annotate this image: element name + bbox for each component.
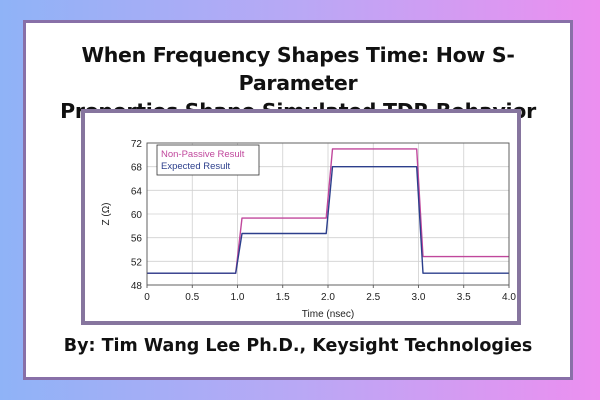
y-tick-label: 64	[131, 186, 143, 197]
y-tick-label: 52	[131, 257, 143, 268]
x-tick-label: 1.5	[276, 292, 290, 303]
y-axis-label: Z (Ω)	[101, 202, 112, 225]
x-tick-label: 2.0	[321, 292, 335, 303]
x-tick-label: 3.0	[412, 292, 426, 303]
content-card: When Frequency Shapes Time: How S-Parame…	[23, 20, 573, 380]
legend-entry: Expected Result	[161, 161, 231, 172]
y-tick-label: 56	[131, 234, 143, 245]
chart-frame: 48 52 56 60 64 68 72 0 0.5 1.0 1.5 2.0 2.5 3.0 3.5 4.0 T…	[81, 109, 521, 325]
legend-entry: Non-Passive Result	[161, 149, 245, 160]
legend-box	[156, 144, 260, 176]
author-byline: By: Tim Wang Lee Ph.D., Keysight Technol…	[63, 336, 533, 356]
x-tick-label: 0	[144, 292, 150, 303]
y-tick-label: 60	[131, 210, 143, 221]
y-tick-label: 72	[131, 139, 143, 150]
x-tick-label: 4.0	[502, 292, 516, 303]
series-lines	[147, 148, 509, 274]
expected-resultline-line	[147, 166, 509, 274]
x-axis-label: Time (nsec)	[302, 309, 354, 320]
x-tick-label: 0.5	[185, 292, 199, 303]
x-tick-label: 2.5	[366, 292, 380, 303]
x-tick-label: 3.5	[457, 292, 471, 303]
plot-area-border	[146, 142, 510, 286]
axes: 48 52 56 60 64 68 72 0 0.5 1.0 1.5 2.0 2.5 3.0 3.5 4.0 T…	[101, 139, 516, 320]
y-tick-label: 68	[131, 163, 143, 174]
y-tick-label: 48	[131, 281, 143, 292]
tdr-chart: 48 52 56 60 64 68 72 0 0.5 1.0 1.5 2.0 2.5 3.0 3.5 4.0 T…	[101, 139, 516, 320]
x-tick-label: 1.0	[231, 292, 245, 303]
title-line-1: When Frequency Shapes Time: How S-Parame…	[81, 43, 515, 95]
